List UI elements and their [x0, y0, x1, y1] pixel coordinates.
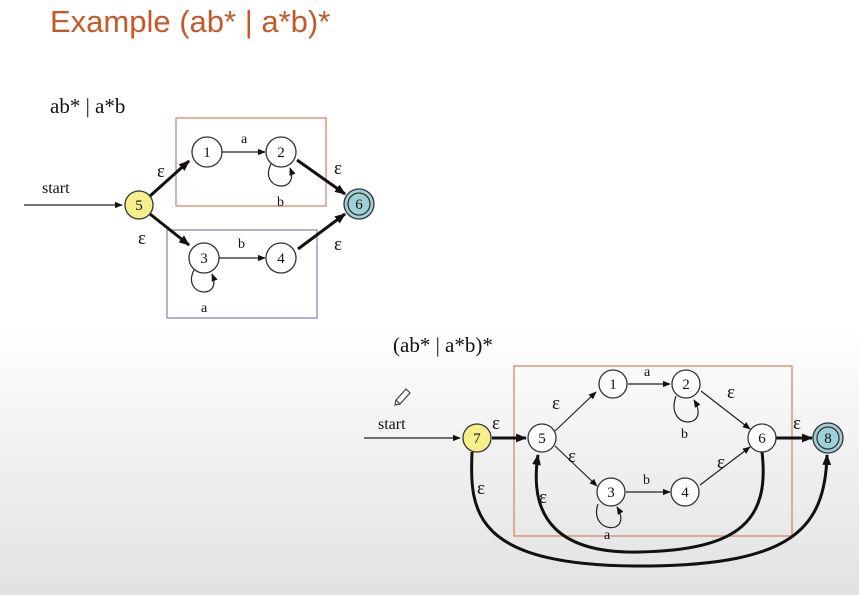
- edge-7-to-8-skip: [470, 451, 832, 568]
- diagram2-heading: (ab* | a*b)*: [393, 333, 493, 357]
- label-e65: ε: [539, 487, 547, 508]
- d2-state-7-start: 7: [462, 423, 492, 453]
- d2-state-5: 5: [527, 423, 557, 453]
- label-a12: a: [241, 132, 248, 147]
- edge-5-to-1: [554, 391, 597, 432]
- svg-text:5: 5: [538, 431, 546, 447]
- d2-state-3: 3: [596, 477, 626, 507]
- d2-state-6: 6: [747, 423, 777, 453]
- d2-state-1: 1: [598, 369, 628, 399]
- svg-text:3: 3: [200, 251, 208, 267]
- ab-star-box: [175, 117, 327, 207]
- nfa-ab-star-or-a-star-b: ab* | a*b start ε ε ε ε a b b a 1 2: [24, 94, 375, 319]
- closure-body-box: [513, 365, 793, 537]
- svg-text:4: 4: [277, 251, 285, 267]
- slide-title: Example (ab* | a*b)*: [50, 4, 331, 39]
- label-a12: a: [644, 365, 651, 380]
- label-e46: ε: [334, 234, 342, 255]
- edge-5-to-1: [148, 159, 191, 198]
- d1-state-6-accept: 6: [343, 188, 375, 220]
- label-e46: ε: [717, 452, 725, 473]
- d2-state-2: 2: [671, 369, 701, 399]
- d2-state-4: 4: [670, 477, 700, 507]
- edge-5-to-3: [554, 445, 598, 487]
- d1-state-3: 3: [188, 242, 220, 274]
- label-e78: ε: [477, 478, 485, 499]
- label-b22: b: [277, 195, 284, 210]
- label-e26: ε: [727, 382, 735, 403]
- start-label-2: start: [378, 416, 406, 433]
- svg-text:3: 3: [607, 485, 615, 501]
- loop-2: [673, 395, 701, 423]
- d1-state-1: 1: [191, 136, 223, 168]
- d2-state-8-accept: 8: [812, 422, 844, 454]
- start-label: start: [42, 180, 70, 197]
- svg-text:6: 6: [758, 431, 766, 447]
- svg-text:2: 2: [277, 145, 285, 161]
- nfa-closure: (ab* | a*b)* start ε ε ε ε ε ε ε ε: [364, 333, 844, 568]
- label-a33: a: [604, 528, 611, 543]
- label-e53: ε: [568, 446, 576, 467]
- label-e75: ε: [492, 413, 500, 434]
- label-e26: ε: [334, 158, 342, 179]
- edge-4-to-6: [699, 446, 751, 486]
- loop-2: [268, 163, 296, 187]
- label-e51: ε: [552, 393, 560, 414]
- d1-state-4: 4: [265, 242, 297, 274]
- label-b34: b: [238, 237, 245, 252]
- label-b22: b: [681, 427, 688, 442]
- label-b34: b: [643, 473, 650, 488]
- a-star-b-box: [166, 229, 318, 319]
- svg-text:6: 6: [355, 197, 363, 213]
- edge-5-to-3: [149, 212, 190, 247]
- edge-2-to-6: [296, 158, 346, 196]
- label-e53: ε: [138, 228, 146, 249]
- d1-state-2: 2: [265, 136, 297, 168]
- edge-2-to-6: [700, 390, 751, 430]
- svg-text:1: 1: [609, 377, 617, 393]
- svg-text:2: 2: [682, 377, 690, 393]
- svg-text:5: 5: [135, 198, 143, 214]
- pencil-icon: [394, 388, 411, 406]
- svg-text:8: 8: [824, 431, 832, 447]
- diagram1-heading: ab* | a*b: [50, 94, 125, 118]
- svg-text:1: 1: [203, 145, 211, 161]
- d1-state-5-start: 5: [124, 190, 154, 220]
- loop-3: [191, 269, 218, 293]
- label-e51: ε: [157, 161, 165, 182]
- edge-4-to-6: [297, 212, 346, 251]
- label-e68: ε: [793, 413, 801, 434]
- svg-text:7: 7: [473, 431, 481, 447]
- label-a33: a: [201, 301, 208, 316]
- edge-6-to-5-loop: [532, 451, 765, 554]
- svg-text:4: 4: [681, 485, 689, 501]
- loop-3: [595, 503, 624, 529]
